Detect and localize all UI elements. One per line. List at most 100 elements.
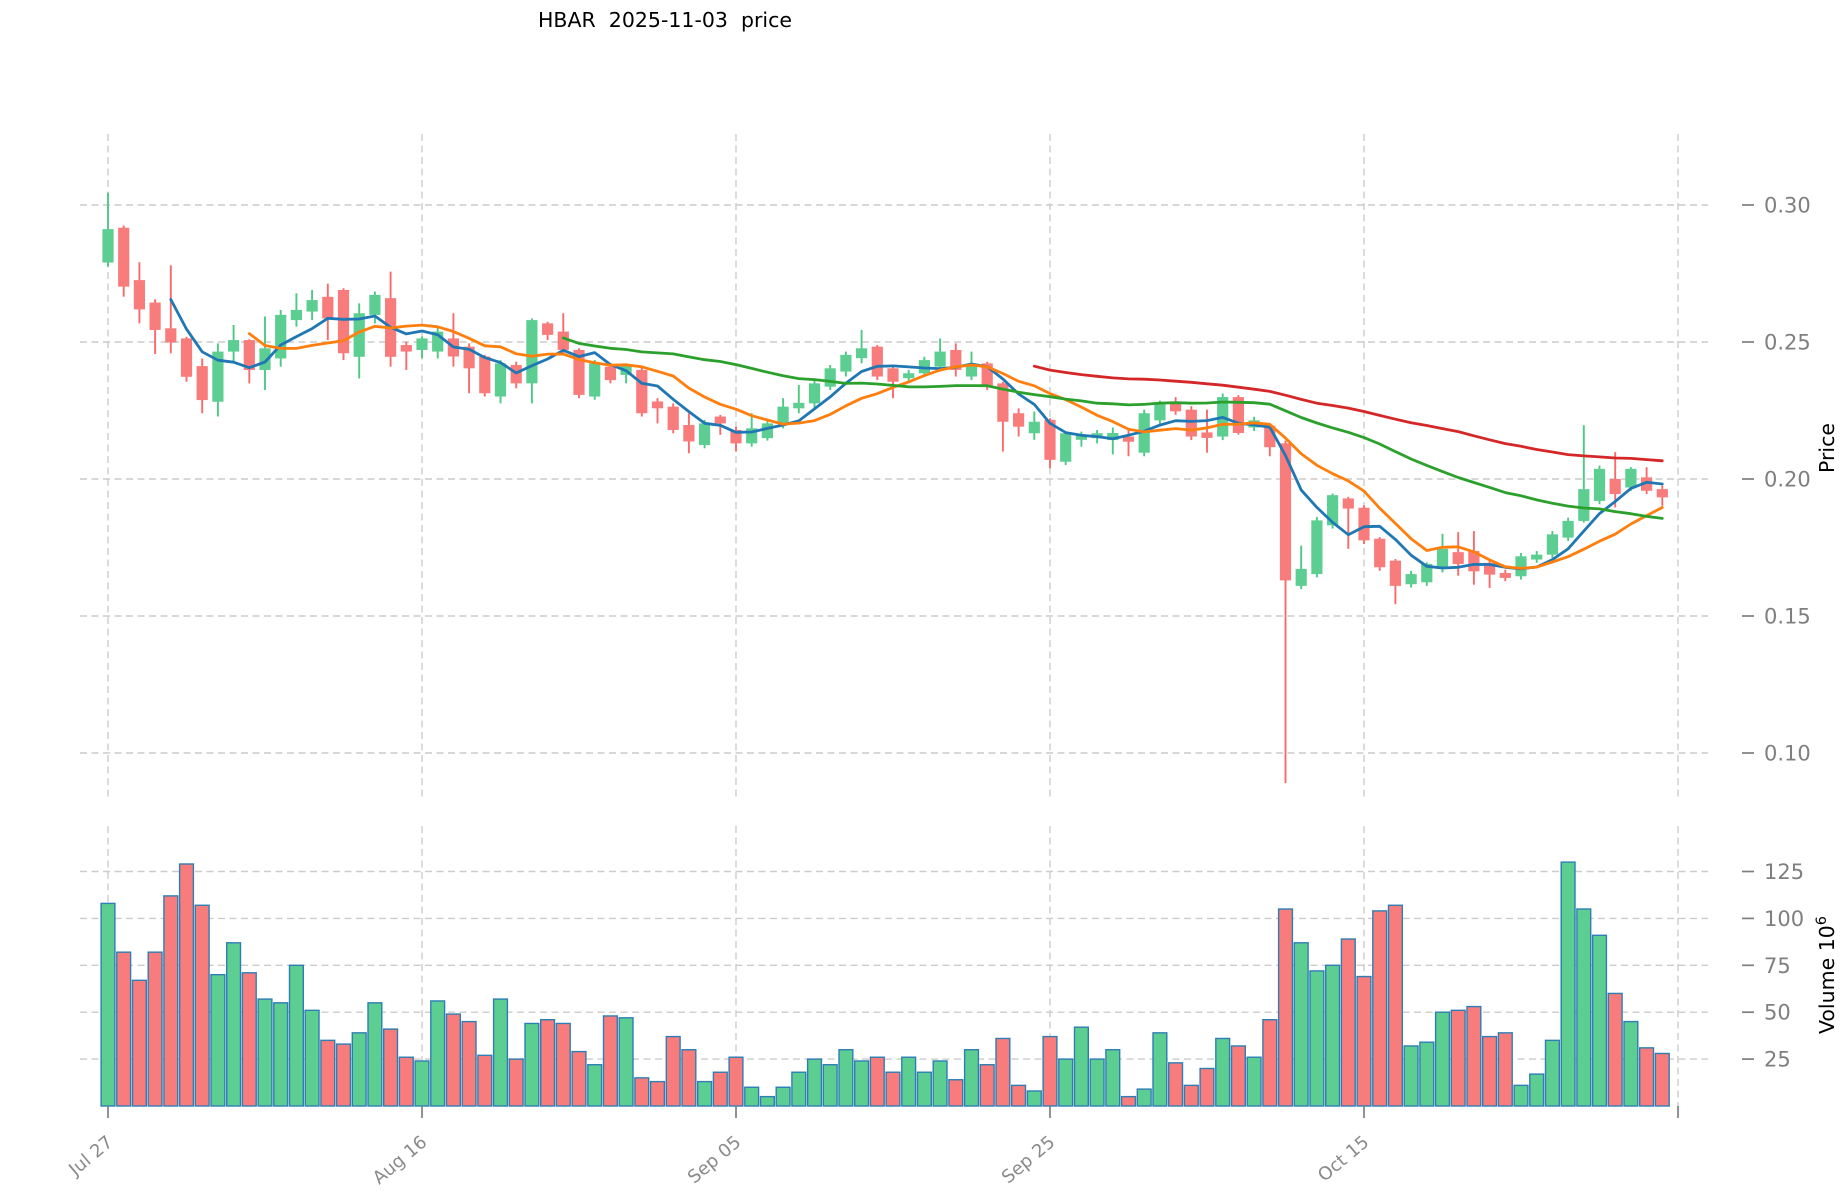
candle-body (526, 320, 538, 384)
candle-body (840, 354, 852, 372)
volume-bar (618, 1017, 634, 1107)
volume-bar (602, 1015, 619, 1107)
price-axis-label: Price (1815, 423, 1839, 473)
candle-body (353, 313, 365, 357)
volume-bar (1419, 1041, 1435, 1107)
volume-bar (1623, 1020, 1639, 1107)
volume-bar (665, 1035, 681, 1107)
volume-axis: 125 100 75 50 25 Volume 106 (1742, 860, 1839, 1072)
volume-bars (100, 861, 1670, 1107)
volume-bar (1293, 942, 1309, 1107)
candle-body (777, 406, 789, 424)
volume-bar (1277, 908, 1294, 1107)
volume-bar (1120, 1095, 1137, 1107)
candle-body (667, 406, 679, 430)
candle-body (1468, 551, 1480, 572)
x-tick-label: Sep 05 (684, 1132, 745, 1188)
candle-body (165, 328, 177, 343)
candle-body (1060, 433, 1072, 462)
volume-bar (461, 1020, 477, 1107)
candle-body (604, 366, 616, 381)
candle-body (479, 356, 491, 394)
volume-bar (901, 1056, 917, 1107)
volume-bar (524, 1022, 540, 1107)
ma10-line (247, 323, 1664, 570)
volume-bar (1167, 1062, 1184, 1107)
chart-title: HBAR 2025-11-03 price (538, 8, 792, 32)
candle-body (1075, 434, 1087, 440)
volume-bar (1403, 1045, 1419, 1107)
volume-bar (1230, 1045, 1247, 1107)
volume-bar (241, 972, 257, 1107)
gridlines (80, 134, 1708, 1106)
candle-body (102, 229, 114, 263)
volume-tick-label: 50 (1764, 1001, 1791, 1025)
candle-wicks (107, 192, 1664, 784)
volume-bar (1529, 1073, 1545, 1107)
candle-body (1578, 489, 1590, 521)
volume-bar (194, 904, 210, 1107)
candle-body (997, 383, 1009, 422)
volume-bar (147, 951, 163, 1107)
candle-body (1421, 563, 1433, 583)
volume-bar (995, 1037, 1011, 1107)
candle-body (1232, 397, 1244, 433)
volume-bar (555, 1022, 571, 1107)
volume-bar (163, 895, 179, 1107)
candle-body (149, 302, 161, 330)
candle-body (1374, 538, 1386, 568)
candle-body (1641, 477, 1653, 491)
candle-body (306, 300, 318, 312)
volume-bar (571, 1050, 587, 1107)
volume-axis-label: Volume 106 (1814, 916, 1839, 1034)
candle-body (212, 351, 224, 402)
candle-body (636, 369, 648, 414)
candle-body (228, 340, 240, 352)
candle-body (557, 331, 569, 350)
candle-body (494, 363, 507, 397)
volume-tick-label: 100 (1764, 907, 1804, 931)
candle-body (1389, 560, 1401, 586)
volume-bar (178, 863, 195, 1107)
candle-body (903, 373, 915, 379)
volume-bar (1607, 992, 1623, 1107)
volume-bar (508, 1058, 524, 1107)
candle-body (1185, 409, 1197, 437)
volume-bar (744, 1086, 760, 1107)
volume-bar (712, 1071, 728, 1107)
candle-body (950, 349, 962, 370)
volume-bar (634, 1077, 650, 1107)
volume-bar (335, 1043, 352, 1107)
volume-bar (304, 1009, 320, 1107)
candle-body (259, 348, 271, 370)
candle-body (714, 416, 726, 424)
volume-bar (1089, 1058, 1105, 1107)
volume-bar (1215, 1037, 1231, 1107)
candle-body (1107, 432, 1119, 441)
volume-bar (351, 1032, 367, 1107)
volume-bar (273, 1002, 289, 1107)
candle-body (699, 423, 711, 446)
x-axis: Jul 27 Aug 16 Sep 05 Sep 25 Oct 15 (64, 1106, 1679, 1189)
volume-bar (806, 1058, 823, 1107)
volume-bar (1058, 1058, 1074, 1107)
candle-body (1609, 479, 1621, 495)
candle-body (416, 338, 428, 350)
volume-bar (587, 1064, 603, 1107)
price-axis: 0.30 0.25 0.20 0.15 0.10 Price (1742, 194, 1839, 766)
x-tick-label: Jul 27 (64, 1132, 117, 1181)
volume-bar (1042, 1035, 1058, 1107)
volume-bar (477, 1054, 493, 1107)
candle-body (1327, 495, 1339, 526)
volume-bar (257, 998, 273, 1107)
volume-bar (649, 1080, 666, 1107)
candle-body (1562, 520, 1574, 538)
volume-bar (697, 1080, 713, 1107)
volume-bar (822, 1064, 838, 1107)
candle-body (651, 401, 664, 409)
candle-body (730, 429, 742, 444)
volume-bar (210, 973, 226, 1107)
volume-bar (414, 1060, 430, 1107)
volume-bar (1105, 1049, 1121, 1107)
